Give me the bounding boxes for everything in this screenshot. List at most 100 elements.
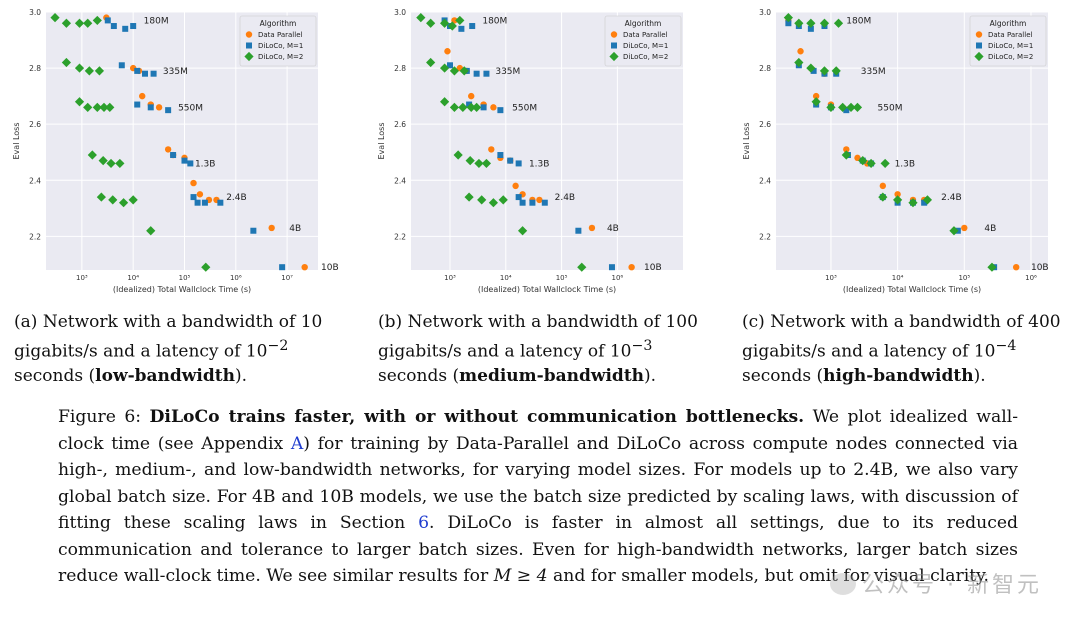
caption-text: . DiLoCo is faster in almost all setting…	[58, 513, 1018, 586]
data-point	[165, 107, 172, 114]
data-point	[279, 264, 286, 271]
subcaption-end: ).	[973, 365, 986, 386]
data-point	[92, 15, 102, 26]
caption-math: M ≥ 4	[493, 566, 548, 586]
data-point	[879, 182, 887, 190]
data-point	[464, 192, 474, 202]
chart-b-medium-bandwidth: 3.0 2.8 2.6 2.4 2.2 10³ 10⁴ 10⁵ 10⁶ (Idealized) T…	[377, 8, 683, 294]
data-point	[118, 62, 125, 69]
data-point	[201, 262, 211, 272]
x-tick-label: 10⁶	[230, 274, 242, 282]
data-point	[497, 152, 504, 159]
y-tick-label: 2.6	[29, 120, 41, 129]
legend-marker	[245, 31, 253, 38]
data-point	[115, 158, 125, 169]
legend-label: Data Parallel	[623, 31, 667, 39]
data-point	[99, 102, 109, 112]
x-tick-label: 10⁴	[892, 274, 904, 282]
data-point	[473, 70, 480, 77]
legend-marker	[244, 51, 254, 62]
data-point	[843, 146, 850, 153]
subcaption-end: ).	[234, 365, 248, 386]
data-point	[106, 158, 116, 169]
data-point	[83, 102, 93, 112]
legend-marker	[975, 31, 983, 38]
data-point	[469, 23, 476, 30]
data-point	[866, 158, 876, 169]
data-point	[811, 97, 821, 107]
data-point	[139, 92, 146, 100]
data-point	[134, 67, 141, 74]
data-point	[480, 104, 487, 111]
subcaption-exponent: −2	[267, 338, 289, 354]
subcaption-tag: (c)	[742, 312, 765, 332]
data-point	[519, 199, 526, 206]
x-tick-label: 10⁶	[612, 274, 624, 282]
y-axis-label: Eval Loss	[12, 122, 21, 159]
x-axis-label: (Idealized) Total Wallclock Time (s)	[843, 285, 981, 294]
data-point	[92, 102, 102, 112]
y-tick-label: 2.4	[759, 176, 771, 185]
data-point	[588, 224, 596, 232]
model-size-label: 2.4B	[941, 193, 962, 203]
data-point	[810, 67, 817, 74]
legend-label: DiLoCo, M=2	[258, 53, 303, 61]
data-point	[536, 196, 543, 204]
data-point	[74, 63, 85, 73]
model-size-label: 1.3B	[529, 159, 550, 169]
data-point	[490, 104, 497, 111]
data-point	[130, 23, 137, 30]
y-tick-label: 2.2	[759, 232, 771, 241]
y-tick-label: 3.0	[759, 8, 771, 17]
data-point	[446, 62, 453, 69]
subcaption-text: Network with a bandwidth of 10 gigabits/…	[14, 312, 323, 362]
chart-c-high-bandwidth: 3.0 2.8 2.6 2.4 2.2 10³ 10⁴ 10⁵ 10⁶ (Idealized) T…	[742, 8, 1049, 294]
data-point	[105, 102, 115, 112]
data-point	[142, 70, 148, 77]
y-tick-label: 2.2	[29, 232, 41, 241]
caption-text: and for smaller models, but omit for vis…	[553, 566, 990, 586]
section-link[interactable]: 6	[418, 513, 430, 533]
x-tick-label: 10⁵	[179, 274, 191, 282]
data-point	[118, 198, 129, 208]
data-point	[468, 92, 475, 100]
watermark-text: 公众号 · 新智元	[862, 573, 1042, 598]
appendix-link[interactable]: A	[290, 433, 304, 454]
data-point	[498, 195, 508, 205]
data-point	[147, 104, 154, 111]
legend-marker	[974, 51, 984, 62]
x-tick-label: 10⁵	[556, 274, 568, 282]
subcaption-b: (b) Network with a bandwidth of 100 giga…	[378, 310, 708, 388]
y-tick-label: 2.4	[29, 176, 41, 185]
data-point	[146, 226, 156, 236]
data-point	[843, 107, 850, 114]
data-point	[858, 156, 868, 166]
y-tick-label: 2.8	[759, 64, 771, 73]
figure-caption: Figure 6: DiLoCo trains faster, with or …	[58, 404, 1018, 590]
y-tick-label: 3.0	[29, 8, 41, 17]
legend-label: DiLoCo, M=2	[623, 53, 668, 61]
legend-marker	[609, 51, 619, 62]
y-tick-label: 3.0	[394, 8, 406, 17]
data-point	[794, 57, 804, 68]
legend-box	[969, 15, 1047, 67]
legend-label: DiLoCo, M=2	[988, 53, 1033, 61]
x-tick-label: 10⁶	[1025, 274, 1037, 282]
y-tick-label: 2.8	[29, 64, 41, 73]
model-size-label: 2.4B	[555, 193, 576, 203]
wechat-icon	[830, 573, 857, 595]
model-size-label: 550M	[512, 103, 537, 113]
data-point	[50, 13, 60, 23]
x-tick-label: 10³	[444, 274, 456, 282]
subcaption-bold: low-bandwidth	[95, 365, 235, 386]
y-tick-label: 2.6	[759, 120, 771, 129]
data-point	[608, 264, 615, 271]
data-point	[187, 160, 194, 167]
subcaption-text: seconds (	[378, 365, 460, 386]
caption-label: Figure 6:	[58, 407, 142, 427]
subcaption-text: Network with a bandwidth of 400 gigabits…	[742, 312, 1061, 362]
data-point	[190, 194, 197, 201]
subcaption-tag: (a)	[14, 312, 38, 332]
y-axis-label: Eval Loss	[377, 122, 386, 159]
data-point	[268, 224, 275, 232]
